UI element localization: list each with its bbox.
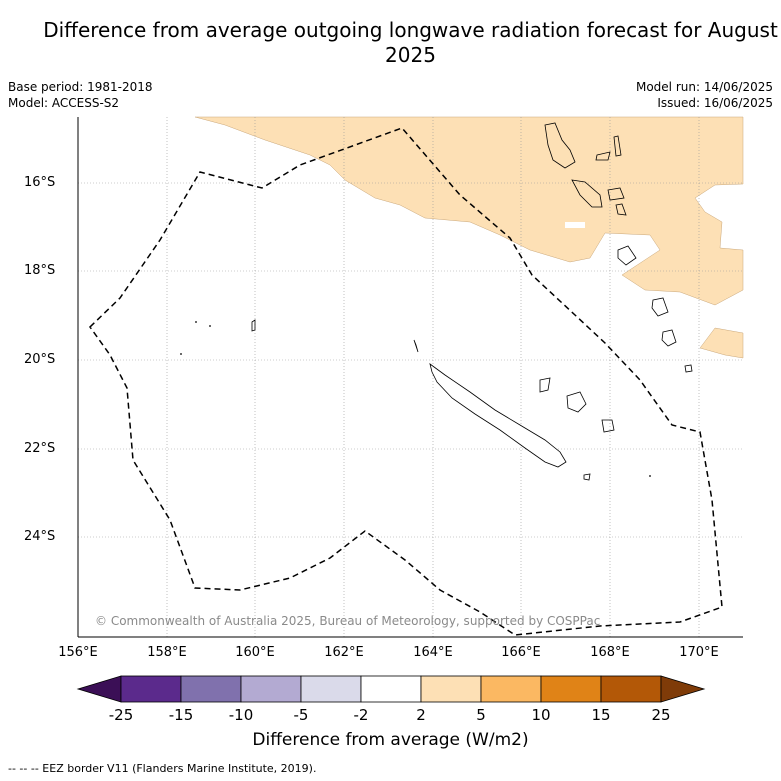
colorbar-bin-3 <box>240 675 302 703</box>
anomaly-region-east <box>699 327 744 359</box>
colorbar-tick-label: 5 <box>476 706 486 724</box>
reef-dot-3 <box>180 353 182 355</box>
vanuatu-island-small-3 <box>607 187 625 201</box>
eez-border <box>89 127 723 636</box>
reef-dot-1 <box>195 321 197 323</box>
colorbar-bin-7 <box>480 675 542 703</box>
issued-text: Issued: 16/06/2025 <box>657 96 773 110</box>
colorbar-tick-label: -2 <box>353 706 369 724</box>
lat-label-24s: 24°S <box>24 529 56 544</box>
loyalty-island-lifou <box>566 391 587 413</box>
colorbar <box>76 675 706 703</box>
meta-right: Model run: 14/06/2025 Issued: 16/06/2025 <box>636 79 773 111</box>
colorbar-bin-8 <box>540 675 602 703</box>
colorbar-bin-1 <box>120 675 182 703</box>
colorbar-min-arrow <box>76 675 122 703</box>
colorbar-bin-9 <box>600 675 662 703</box>
base-period-text: Base period: 1981-2018 <box>8 80 153 94</box>
colorbar-max-arrow <box>660 675 706 703</box>
vanuatu-espiritu-santo <box>544 122 576 169</box>
lon-label-164e: 164°E <box>413 645 453 660</box>
lon-label-160e: 160°E <box>235 645 275 660</box>
reef-dot-2 <box>209 325 211 327</box>
colorbar-tick-label: -15 <box>168 706 194 724</box>
lat-label-20s: 20°S <box>24 352 56 367</box>
lon-label-168e: 168°E <box>590 645 630 660</box>
island-gap <box>565 222 585 228</box>
lon-label-170e: 170°E <box>679 645 719 660</box>
vanuatu-tanna <box>661 329 677 347</box>
chesterfield-reef <box>251 319 256 332</box>
lon-label-158e: 158°E <box>147 645 187 660</box>
lon-label-166e: 166°E <box>501 645 541 660</box>
colorbar-tick-label: -25 <box>108 706 134 724</box>
island-walpole <box>583 473 591 481</box>
lon-label-162e: 162°E <box>324 645 364 660</box>
colorbar-bin-4 <box>300 675 362 703</box>
meta-left: Base period: 1981-2018 Model: ACCESS-S2 <box>8 79 153 111</box>
colorbar-label: Difference from average (W/m2) <box>252 730 529 750</box>
eez-footnote: -- -- -- EEZ border V11 (Flanders Marine… <box>8 762 317 775</box>
vanuatu-island-small-1 <box>595 151 611 161</box>
vanuatu-island-small-4 <box>615 203 627 216</box>
model-run-text: Model run: 14/06/2025 <box>635 80 773 94</box>
model-text: Model: ACCESS-S2 <box>8 96 120 110</box>
colorbar-bin-5 <box>360 675 422 703</box>
colorbar-tick-label: 25 <box>651 706 671 724</box>
loyalty-island-ouvea <box>539 377 551 393</box>
anomaly-region-north <box>194 116 744 306</box>
vanuatu-malakula <box>571 179 603 208</box>
colorbar-tick-label: 15 <box>591 706 611 724</box>
colorbar-tick-label: -10 <box>228 706 254 724</box>
reef-dot-4 <box>649 475 651 477</box>
colorbar-tick-label: -5 <box>293 706 309 724</box>
loyalty-island-mare <box>601 419 615 433</box>
colorbar-bin-6 <box>420 675 482 703</box>
lat-label-22s: 22°S <box>24 441 56 456</box>
vanuatu-aneityum <box>684 364 693 373</box>
map-title: Difference from average outgoing longwav… <box>43 18 778 67</box>
copyright-credit: © Commonwealth of Australia 2025, Bureau… <box>95 614 601 628</box>
colorbar-bin-2 <box>180 675 242 703</box>
colorbar-tick-label: 2 <box>416 706 426 724</box>
belep-islands <box>413 339 419 353</box>
vanuatu-erromango <box>651 297 669 317</box>
vanuatu-efate <box>617 245 637 266</box>
lon-label-156e: 156°E <box>58 645 98 660</box>
lat-label-16s: 16°S <box>24 175 56 190</box>
lat-label-18s: 18°S <box>24 263 56 278</box>
new-caledonia-island <box>429 363 567 468</box>
colorbar-tick-label: 10 <box>531 706 551 724</box>
vanuatu-island-small-2 <box>613 135 622 157</box>
